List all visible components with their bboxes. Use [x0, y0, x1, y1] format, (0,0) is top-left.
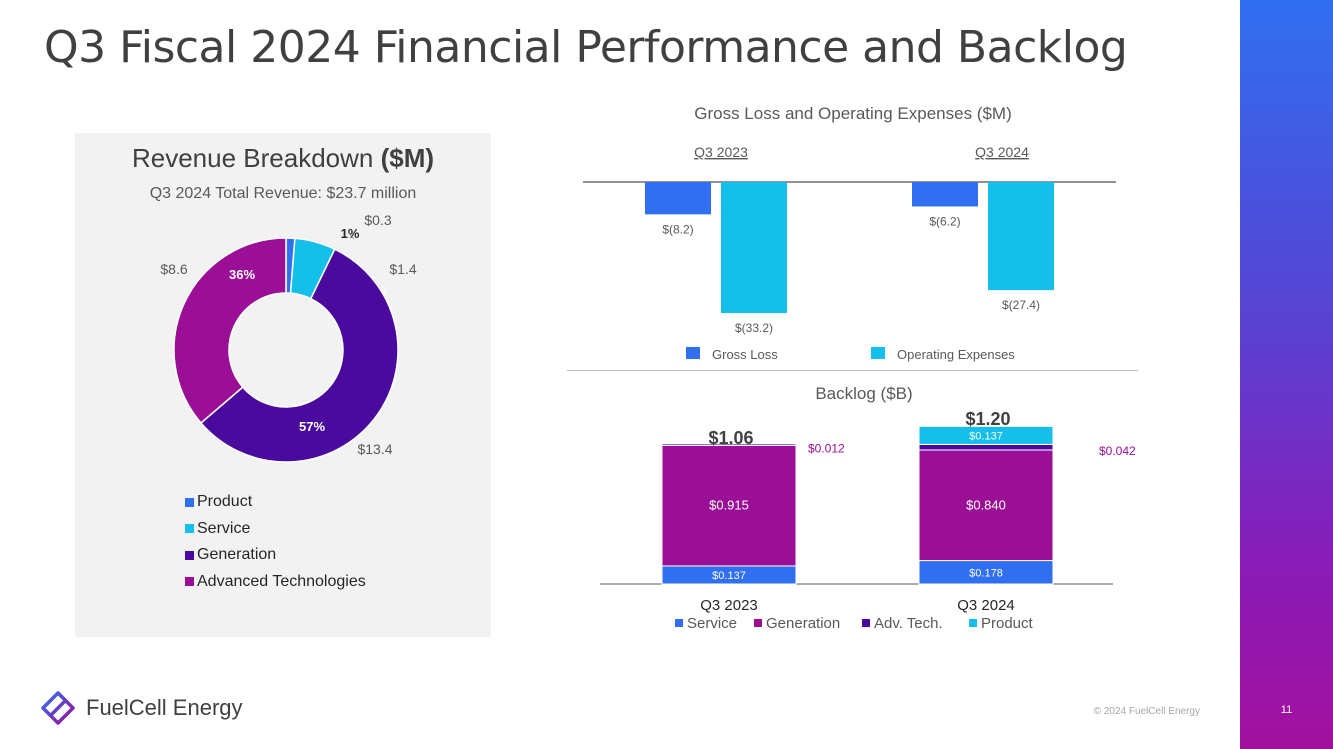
bar-operating-expenses [721, 182, 787, 313]
fuelcell-logo-icon [41, 691, 75, 725]
bar-value-label: $(33.2) [735, 321, 773, 335]
legend-swatch [185, 550, 194, 560]
stack-generation [918, 449, 1054, 562]
legend-item-advanced-technologies: Advanced Technologies [185, 569, 366, 596]
donut-percent-label: 57% [299, 419, 325, 434]
revenue-title-unit: ($M) [380, 143, 435, 173]
copyright: © 2024 FuelCell Energy [1093, 706, 1200, 717]
slide-title: Q3 Fiscal 2024 Financial Performance and… [44, 22, 1128, 73]
legend-label-adv-tech: Adv. Tech. [874, 615, 943, 632]
backlog-category-label: Q3 2024 [957, 597, 1015, 614]
donut-percent-label: 1% [341, 226, 360, 241]
legend-swatch [185, 497, 194, 507]
bar-gross-loss [912, 182, 978, 207]
stack-value-label: $0.915 [709, 498, 749, 513]
revenue-panel: Revenue Breakdown ($M) Q3 2024 Total Rev… [75, 133, 491, 637]
footer-logo: FuelCell Energy [40, 690, 243, 726]
donut-value-label: $8.6 [160, 261, 187, 277]
bar-operating-expenses [988, 182, 1054, 291]
donut-slice-advanced-technologies [173, 237, 287, 424]
legend-label-service: Service [687, 615, 737, 632]
backlog-total-label: $1.20 [965, 409, 1010, 429]
donut-slice-generation [199, 248, 399, 463]
backlog-chart-title: Backlog ($B) [815, 384, 912, 403]
legend-swatch [185, 577, 194, 587]
bar-value-label: $(6.2) [929, 214, 960, 228]
section-divider [567, 370, 1138, 371]
backlog-category-label: Q3 2023 [700, 597, 758, 614]
stack-value-label: $0.178 [969, 567, 1003, 579]
stack-value-label: $0.042 [1099, 444, 1136, 458]
legend-swatch-adv-tech [862, 619, 870, 627]
revenue-title: Revenue Breakdown ($M) [75, 143, 491, 174]
legend-item-product: Product [185, 489, 366, 516]
legend-swatch-product [969, 619, 977, 627]
stack-adv-tech [661, 443, 797, 446]
stack-adv-tech [918, 443, 1054, 451]
gross-loss-opex-chart: Gross Loss and Operating Expenses ($M) Q3… [583, 104, 1116, 362]
bar-gross-loss [645, 182, 711, 215]
stack-value-label: $0.137 [712, 570, 746, 582]
legend-label-gross-loss: Gross Loss [712, 347, 778, 362]
revenue-title-plain: Revenue Breakdown [131, 143, 381, 173]
bar-value-label: $(8.2) [662, 222, 693, 236]
revenue-donut-chart: 1%$0.36%$1.457%$13.436%$8.6 [160, 212, 417, 463]
revenue-subtitle: Q3 2024 Total Revenue: $23.7 million [149, 185, 417, 202]
page-number: 11 [1280, 704, 1293, 716]
legend-swatch-generation [754, 619, 762, 627]
legend-swatch-gross-loss [686, 347, 700, 359]
donut-value-label: $0.3 [364, 212, 391, 228]
legend-swatch-service [675, 619, 683, 627]
side-gradient-bar [1240, 0, 1333, 749]
bar-value-label: $(27.4) [1002, 298, 1040, 312]
legend-label-operating-expenses: Operating Expenses [897, 347, 1015, 362]
legend-item-generation: Generation [185, 542, 366, 569]
stack-value-label: $0.012 [808, 442, 845, 456]
gross-loss-category-label: Q3 2024 [975, 144, 1029, 160]
legend-label: Product [197, 493, 253, 511]
legend-swatch-operating-expenses [871, 347, 885, 359]
revenue-legend: Product Service Generation Advanced Tech… [185, 489, 366, 595]
stack-value-label: $0.137 [969, 430, 1003, 442]
stack-generation [661, 444, 797, 567]
gross-loss-chart-title: Gross Loss and Operating Expenses ($M) [694, 104, 1011, 123]
stack-product [918, 425, 1054, 445]
donut-value-label: $1.4 [389, 261, 416, 277]
donut-percent-label: 36% [229, 267, 255, 282]
legend-label: Generation [197, 546, 277, 564]
donut-leader-line [347, 231, 355, 240]
backlog-total-label: $1.06 [708, 428, 753, 448]
donut-value-label: $13.4 [357, 441, 392, 457]
gross-loss-category-label: Q3 2023 [694, 144, 748, 160]
brand-name: FuelCell Energy [86, 695, 243, 720]
legend-label: Service [197, 519, 251, 537]
stack-value-label: $0.840 [966, 497, 1006, 512]
backlog-chart: Backlog ($B) $0.137 $0.915 $0.012 $1.06 Q3 20… [600, 384, 1136, 632]
legend-item-service: Service [185, 516, 366, 543]
legend-label-generation: Generation [766, 615, 840, 632]
legend-label: Advanced Technologies [197, 572, 366, 590]
legend-label-product: Product [981, 615, 1034, 632]
legend-swatch [185, 524, 194, 534]
